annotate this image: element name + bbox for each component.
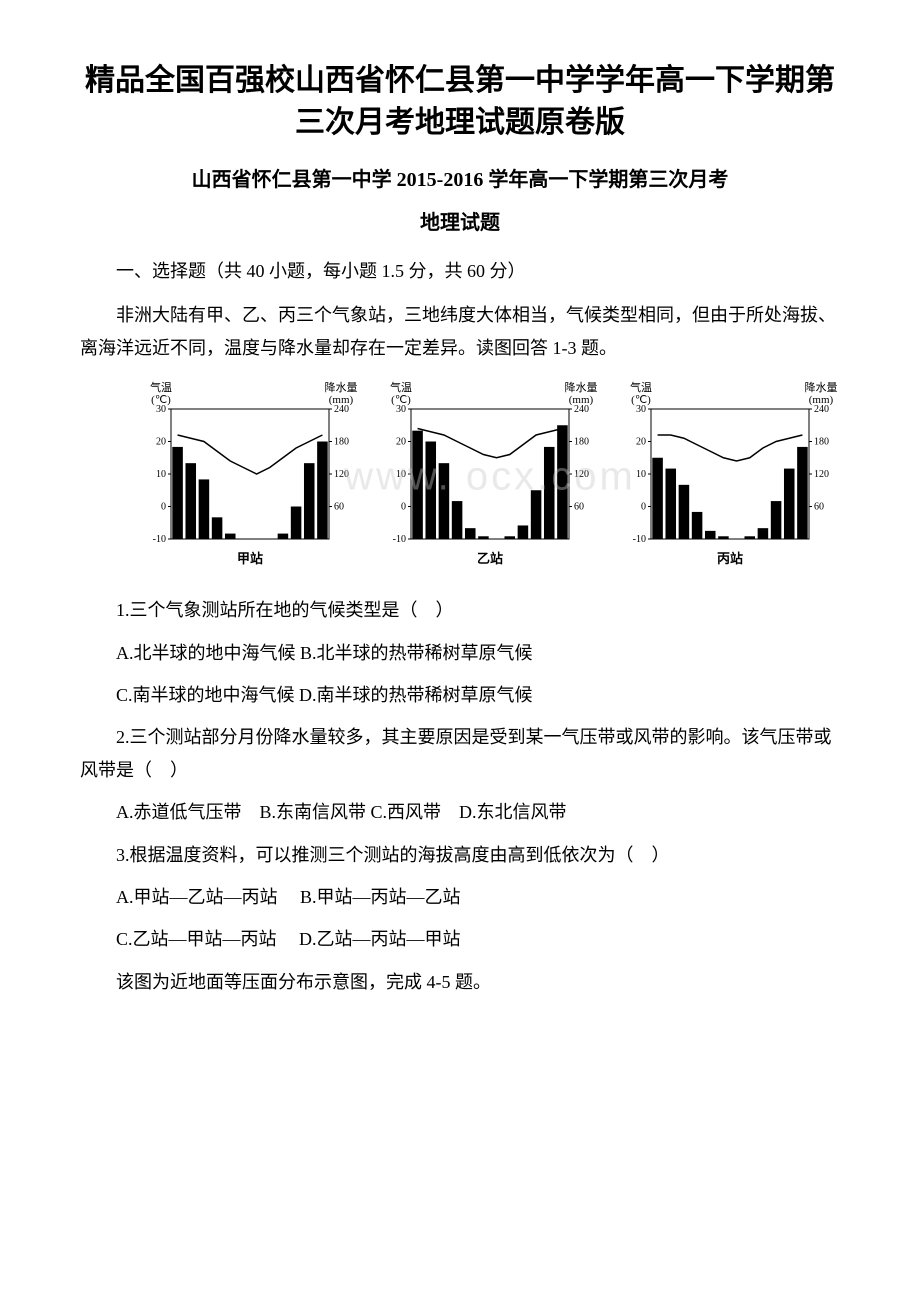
svg-text:-10: -10	[153, 534, 166, 545]
svg-text:180: 180	[334, 437, 349, 448]
question-3-opts-b: C.乙站—甲站—丙站 D.乙站—丙站—甲站	[80, 923, 840, 955]
question-4-intro: 该图为近地面等压面分布示意图，完成 4-5 题。	[80, 966, 840, 998]
chart-bing: -10010203060120180240气温(℃)降水量(mm)丙站	[615, 379, 845, 574]
svg-text:气温: 气温	[390, 380, 412, 394]
svg-text:(℃): (℃)	[391, 394, 411, 406]
svg-text:20: 20	[396, 437, 406, 448]
svg-text:(℃): (℃)	[631, 394, 651, 406]
svg-text:120: 120	[334, 469, 349, 480]
question-2: 2.三个测站部分月份降水量较多，其主要原因是受到某一气压带或风带的影响。该气压带…	[80, 721, 840, 786]
question-1-opts-a: A.北半球的地中海气候 B.北半球的热带稀树草原气候	[80, 637, 840, 669]
climate-charts: www. ocx.com -10010203060120180240气温(℃)降…	[140, 379, 840, 574]
svg-text:60: 60	[814, 502, 824, 513]
svg-text:10: 10	[396, 469, 406, 480]
chart-jia: -10010203060120180240气温(℃)降水量(mm)甲站	[135, 379, 365, 574]
subject-title: 地理试题	[80, 206, 840, 235]
svg-text:(mm): (mm)	[329, 394, 354, 406]
svg-text:气温: 气温	[630, 380, 652, 394]
svg-text:0: 0	[401, 502, 406, 513]
question-3-opts-a: A.甲站—乙站—丙站 B.甲站—丙站—乙站	[80, 881, 840, 913]
question-3: 3.根据温度资料，可以推测三个测站的海拔高度由高到低依次为（ ）	[80, 839, 840, 871]
chart-yi: -10010203060120180240气温(℃)降水量(mm)乙站	[375, 379, 605, 574]
svg-text:-10: -10	[633, 534, 646, 545]
svg-text:10: 10	[636, 469, 646, 480]
svg-text:(mm): (mm)	[569, 394, 594, 406]
svg-text:降水量: 降水量	[805, 380, 838, 394]
svg-text:降水量: 降水量	[565, 380, 598, 394]
intro-paragraph: 非洲大陆有甲、乙、丙三个气象站，三地纬度大体相当，气候类型相同，但由于所处海拔、…	[80, 299, 840, 364]
svg-text:-10: -10	[393, 534, 406, 545]
svg-text:0: 0	[641, 502, 646, 513]
section-header: 一、选择题（共 40 小题，每小题 1.5 分，共 60 分）	[80, 255, 840, 287]
sub-title: 山西省怀仁县第一中学 2015-2016 学年高一下学期第三次月考	[80, 164, 840, 196]
svg-text:180: 180	[814, 437, 829, 448]
question-2-opts: A.赤道低气压带 B.东南信风带 C.西风带 D.东北信风带	[80, 796, 840, 828]
svg-text:(℃): (℃)	[151, 394, 171, 406]
question-1: 1.三个气象测站所在地的气候类型是（ ）	[80, 594, 840, 626]
svg-text:120: 120	[814, 469, 829, 480]
svg-text:气温: 气温	[150, 380, 172, 394]
svg-text:(mm): (mm)	[809, 394, 834, 406]
svg-text:20: 20	[156, 437, 166, 448]
svg-text:降水量: 降水量	[325, 380, 358, 394]
svg-text:120: 120	[574, 469, 589, 480]
svg-text:60: 60	[334, 502, 344, 513]
svg-text:10: 10	[156, 469, 166, 480]
svg-text:丙站: 丙站	[717, 551, 743, 566]
svg-text:甲站: 甲站	[237, 551, 263, 566]
question-1-opts-b: C.南半球的地中海气候 D.南半球的热带稀树草原气候	[80, 679, 840, 711]
main-title: 精品全国百强校山西省怀仁县第一中学学年高一下学期第三次月考地理试题原卷版	[80, 60, 840, 144]
svg-text:20: 20	[636, 437, 646, 448]
svg-text:0: 0	[161, 502, 166, 513]
svg-text:乙站: 乙站	[477, 551, 503, 566]
svg-text:180: 180	[574, 437, 589, 448]
svg-text:60: 60	[574, 502, 584, 513]
